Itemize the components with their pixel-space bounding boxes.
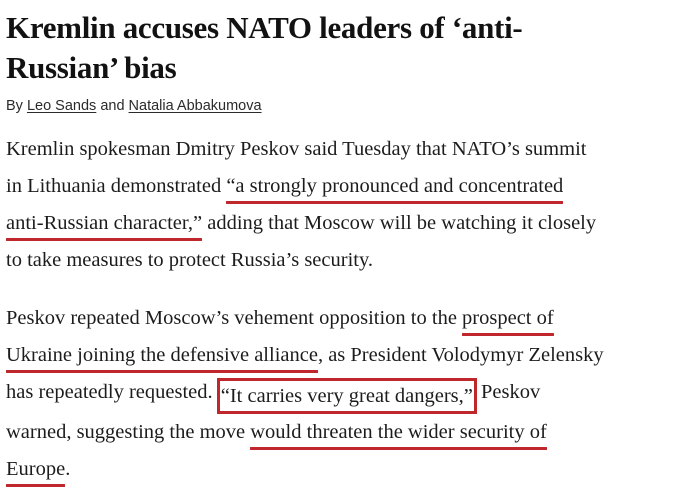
paragraph-1-line-4: to take measures to protect Russia’s sec… xyxy=(6,242,689,279)
page-title: Kremlin accuses NATO leaders of ‘anti- R… xyxy=(6,0,689,88)
red-underline-annotation: “a strongly pronounced and concentrated xyxy=(226,168,563,205)
paragraph-2-line-5: Europe. xyxy=(6,451,689,488)
paragraph-2: Peskov repeated Moscow’s vehement opposi… xyxy=(6,300,689,488)
text-run: . xyxy=(65,458,71,480)
text-run: Peskov xyxy=(475,381,541,403)
text-run: Kremlin spokesman Dmitry Peskov said Tue… xyxy=(6,138,587,160)
headline-line-1: Kremlin accuses NATO leaders of ‘anti- xyxy=(6,10,523,45)
text-run: warned, suggesting the move xyxy=(6,421,251,443)
red-underline-annotation: Europe xyxy=(6,451,66,488)
red-underline-annotation: anti-Russian character,” xyxy=(6,205,203,242)
article-body: Kremlin spokesman Dmitry Peskov said Tue… xyxy=(6,115,689,488)
byline-prefix: By xyxy=(6,98,27,114)
red-underline-annotation: Ukraine joining the defensive alliance xyxy=(6,337,318,374)
text-run: to take measures to protect Russia’s sec… xyxy=(6,249,374,271)
text-run: in Lithuania demonstrated xyxy=(6,175,227,197)
red-box-annotation: “It carries very great dangers,” xyxy=(216,378,477,414)
paragraph-1-line-1: Kremlin spokesman Dmitry Peskov said Tue… xyxy=(6,131,689,168)
text-run: Peskov repeated Moscow’s vehement opposi… xyxy=(6,307,463,329)
byline-author-link-1[interactable]: Leo Sands xyxy=(26,98,97,114)
red-underline-annotation: prospect of xyxy=(462,300,554,337)
red-underline-annotation: would threaten the wider security of xyxy=(250,414,547,451)
byline-author-link-2[interactable]: Natalia Abbakumova xyxy=(128,98,262,114)
paragraph-1-line-2: in Lithuania demonstrated “a strongly pr… xyxy=(6,168,689,205)
paragraph-1: Kremlin spokesman Dmitry Peskov said Tue… xyxy=(6,131,689,279)
text-run: adding that Moscow will be watching it c… xyxy=(202,212,597,234)
headline-line-2: Russian’ bias xyxy=(6,50,177,85)
byline-conjunction: and xyxy=(96,98,129,114)
paragraph-2-line-1: Peskov repeated Moscow’s vehement opposi… xyxy=(6,300,689,337)
text-run: has repeatedly requested. xyxy=(6,381,218,403)
paragraph-2-line-3: has repeatedly requested. “It carries ve… xyxy=(6,374,689,414)
paragraph-1-line-3: anti-Russian character,” adding that Mos… xyxy=(6,205,689,242)
article-container: Kremlin accuses NATO leaders of ‘anti- R… xyxy=(6,0,689,488)
byline: By Leo Sands and Natalia Abbakumova xyxy=(6,88,689,115)
paragraph-2-line-2: Ukraine joining the defensive alliance, … xyxy=(6,337,689,374)
paragraph-2-line-4: warned, suggesting the move would threat… xyxy=(6,414,689,451)
text-run: , as President Volodymyr Zelensky xyxy=(317,344,604,366)
